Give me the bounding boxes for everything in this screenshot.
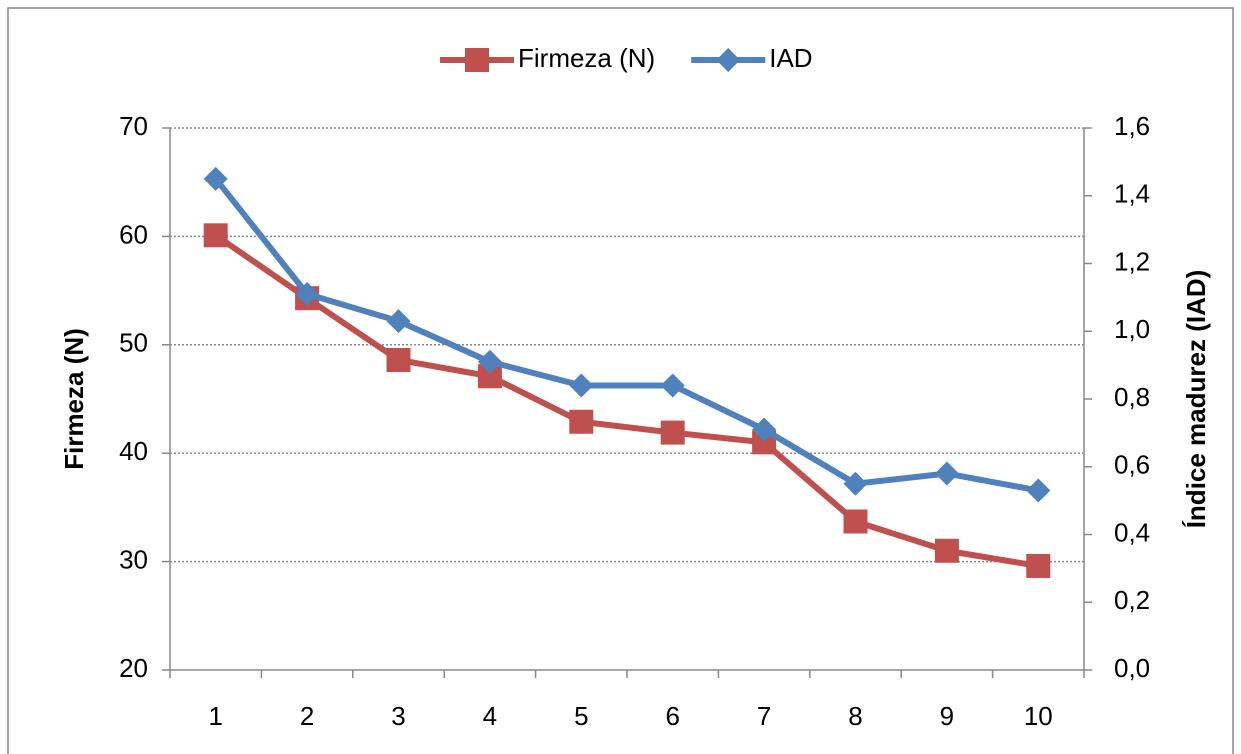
x-tick-label: 5 bbox=[574, 701, 588, 731]
series-marker bbox=[843, 509, 868, 534]
x-tick-label: 9 bbox=[940, 701, 954, 731]
series-marker bbox=[934, 461, 959, 486]
x-tick-label: 8 bbox=[848, 701, 862, 731]
legend-swatch-marker bbox=[716, 48, 741, 72]
x-tick-label: 6 bbox=[665, 701, 679, 731]
x-tick-label: 10 bbox=[1024, 701, 1053, 731]
series-marker bbox=[660, 373, 685, 398]
series-marker bbox=[569, 373, 594, 398]
x-tick-label: 1 bbox=[208, 701, 222, 731]
legend-label: IAD bbox=[769, 43, 812, 73]
y-tick-label: 50 bbox=[119, 328, 148, 358]
x-tick-label: 2 bbox=[300, 701, 314, 731]
y2-tick-label: 0,8 bbox=[1114, 382, 1150, 412]
x-tick-label: 3 bbox=[391, 701, 405, 731]
series-marker bbox=[934, 538, 959, 563]
y-tick-label: 60 bbox=[119, 219, 148, 249]
y2-tick-label: 1,2 bbox=[1114, 246, 1150, 276]
series-marker bbox=[386, 309, 411, 334]
y-tick-label: 40 bbox=[119, 436, 148, 466]
y2-tick-label: 1,6 bbox=[1114, 111, 1150, 141]
y-tick-label: 70 bbox=[119, 111, 148, 141]
y2-tick-label: 0,4 bbox=[1114, 517, 1150, 547]
series-marker bbox=[660, 420, 685, 445]
y2-tick-label: 1,0 bbox=[1114, 314, 1150, 344]
chart-frame bbox=[7, 7, 1234, 754]
series-marker bbox=[295, 281, 320, 306]
series-marker bbox=[1026, 553, 1051, 578]
y-axis-title: Firmeza (N) bbox=[59, 328, 89, 470]
series-marker bbox=[386, 347, 411, 372]
series-line bbox=[213, 232, 1039, 569]
y2-axis-title: Índice madurez (IAD) bbox=[1181, 270, 1211, 529]
legend-label: Firmeza (N) bbox=[518, 43, 655, 73]
series-marker bbox=[1026, 478, 1051, 503]
y-tick-label: 30 bbox=[119, 544, 148, 574]
series-marker bbox=[752, 417, 777, 442]
y2-tick-label: 0,0 bbox=[1114, 653, 1150, 683]
y2-tick-label: 1,4 bbox=[1114, 179, 1150, 209]
y-tick-label: 20 bbox=[119, 653, 148, 683]
y2-tick-label: 0,2 bbox=[1114, 585, 1150, 615]
series-marker bbox=[843, 471, 868, 496]
series-marker bbox=[203, 223, 228, 248]
series-marker bbox=[203, 166, 228, 191]
series-line bbox=[213, 176, 1039, 494]
x-tick-label: 7 bbox=[757, 701, 771, 731]
legend-swatch-marker bbox=[465, 48, 489, 72]
y2-tick-label: 0,6 bbox=[1114, 450, 1150, 480]
x-tick-label: 4 bbox=[483, 701, 497, 731]
series-marker bbox=[569, 409, 594, 434]
series-marker bbox=[477, 349, 502, 374]
